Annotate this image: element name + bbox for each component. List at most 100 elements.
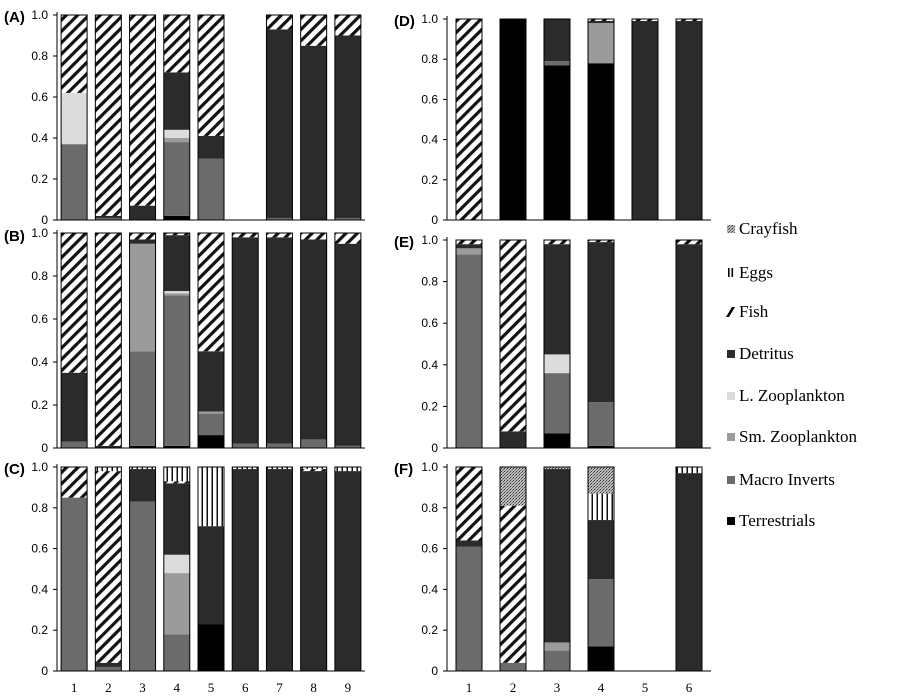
legend-label: Eggs: [739, 263, 773, 282]
y-tick-label: 0.2: [421, 623, 438, 637]
y-tick-label: 0.2: [31, 172, 48, 186]
panel-e: (E) 0 0.2 0.4 0.6 0.8 1.0: [394, 233, 711, 455]
bar-outline: [587, 466, 615, 672]
x-tick-label: 6: [242, 680, 249, 695]
legend-label: Terrestrials: [739, 511, 815, 530]
legend-item-sm-zooplankton: Sm. Zooplankton: [727, 427, 858, 446]
bar-segment-fish: [334, 15, 361, 36]
bar-segment-fish: [544, 240, 570, 245]
y-tick-label: 0.8: [31, 269, 48, 283]
bar-stack-8: [300, 14, 328, 221]
bar-outline: [499, 239, 527, 449]
bar-outline: [94, 232, 122, 449]
panel-b: (B) 0 0.2 0.4 0.6 0.8 1.0: [4, 226, 365, 455]
chart-panels: (A)00.20.40.60.81.0(B)00.20.40.60.81.0(C…: [4, 8, 711, 695]
bar-segment-detritus: [544, 469, 570, 643]
bar-segment-fish: [676, 240, 702, 245]
bar-segment-fish: [676, 19, 702, 22]
bar-segment-detritus: [632, 21, 658, 221]
bar-stack-5: [197, 466, 225, 672]
bar-stack-4: [587, 466, 615, 672]
bar-segment-fish: [198, 15, 224, 136]
bar-segment-fish: [163, 15, 190, 73]
bar-segment-fish: [95, 233, 122, 446]
bar-segment-l-zooplankton: [61, 92, 88, 145]
bar-segment-fish: [456, 19, 482, 220]
bar-segment-eggs: [163, 467, 190, 482]
y-tick-label: 0.6: [421, 542, 438, 556]
panel-label: (E): [394, 234, 414, 251]
bar-segment-detritus: [334, 243, 361, 446]
bar-segment-terrestrials: [129, 445, 156, 448]
bar-segment-detritus: [676, 244, 702, 448]
bar-segment-fish: [500, 240, 526, 432]
legend-label: Sm. Zooplankton: [739, 427, 858, 446]
bar-segment-macro-inverts: [266, 443, 293, 448]
bar-segment-crayfish: [588, 467, 614, 494]
legend-label: Macro Inverts: [739, 470, 835, 489]
y-tick-label: 0: [41, 213, 48, 227]
bar-stack-7: [265, 232, 293, 449]
y-tick-label: 0.4: [31, 355, 48, 369]
x-tick-label: 4: [598, 680, 605, 695]
bar-stack-1: [455, 18, 483, 221]
bar-outline: [587, 18, 615, 221]
y-tick-label: 0.4: [31, 131, 48, 145]
bar-segment-macro-inverts: [544, 61, 570, 66]
bar-stack-5: [631, 18, 659, 221]
bar-stack-2: [94, 466, 122, 672]
bar-segment-fish: [588, 240, 614, 243]
legend-item-eggs: Eggs: [728, 263, 773, 282]
bar-segment-macro-inverts: [500, 662, 526, 671]
y-tick-label: 0.8: [421, 52, 438, 66]
y-tick-label: 0.6: [421, 316, 438, 330]
bar-segment-detritus: [95, 445, 122, 448]
bar-outline: [129, 232, 157, 449]
bar-stack-4: [163, 14, 191, 221]
bar-outline: [94, 466, 122, 672]
bar-outline: [231, 232, 259, 449]
legend-label: L. Zooplankton: [739, 386, 845, 405]
bar-stack-9: [334, 14, 362, 221]
legend-swatch: [727, 392, 735, 400]
bar-segment-detritus: [95, 215, 122, 218]
y-tick-label: 0.4: [421, 358, 438, 372]
bar-outline: [675, 466, 703, 672]
bar-segment-detritus: [676, 473, 702, 671]
bar-segment-detritus: [456, 540, 482, 547]
bar-segment-detritus: [232, 237, 259, 444]
bar-segment-crayfish: [544, 467, 570, 470]
bar-segment-sm-zooplankton: [588, 23, 614, 64]
bar-outline: [334, 232, 362, 449]
bar-segment-macro-inverts: [129, 501, 156, 671]
bar-segment-macro-inverts: [95, 217, 122, 220]
x-tick-label: 2: [105, 680, 112, 695]
bar-segment-eggs: [129, 467, 156, 470]
bar-segment-detritus: [334, 35, 361, 218]
y-tick-label: 0.8: [421, 275, 438, 289]
bar-segment-fish: [300, 469, 327, 472]
y-tick-label: 1.0: [421, 12, 438, 26]
bar-segment-terrestrials: [588, 646, 614, 671]
bar-outline: [499, 18, 527, 221]
bar-stack-2: [499, 466, 527, 672]
legend: Crayfish Eggs Fish Detritus L. Zooplankton Sm…: [726, 219, 858, 530]
bar-outline: [334, 466, 362, 672]
bar-segment-fish: [300, 233, 327, 240]
bar-segment-terrestrials: [544, 433, 570, 448]
bar-stack-1: [455, 239, 483, 449]
bar-outline: [265, 466, 293, 672]
x-tick-label: 7: [276, 680, 283, 695]
x-tick-label: 2: [510, 680, 517, 695]
bar-segment-sm-zooplankton: [163, 573, 190, 635]
bar-segment-detritus: [266, 29, 293, 218]
bar-segment-fish: [266, 233, 293, 238]
bar-outline: [129, 466, 157, 672]
y-tick-label: 0.4: [421, 582, 438, 596]
bar-segment-fish: [61, 467, 88, 498]
x-tick-label: 1: [71, 680, 78, 695]
bar-segment-eggs: [334, 467, 361, 472]
bar-segment-fish: [334, 233, 361, 244]
bar-stack-5: [197, 14, 225, 221]
